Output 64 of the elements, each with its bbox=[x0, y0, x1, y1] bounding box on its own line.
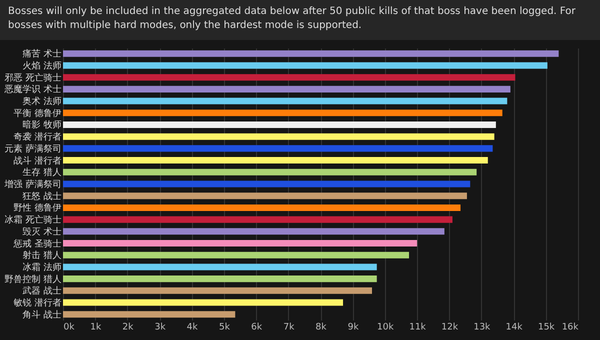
bar bbox=[63, 133, 494, 140]
x-tick-label: 11k bbox=[409, 322, 427, 332]
bar bbox=[63, 86, 510, 92]
x-tick-label: 16k bbox=[562, 322, 580, 332]
x-tick-label: 4k bbox=[186, 322, 198, 332]
y-tick-label: 射击 猎人 bbox=[22, 250, 62, 262]
y-tick-label: 野兽控制 猎人 bbox=[4, 274, 62, 285]
y-tick-label: 冰霜 法师 bbox=[22, 262, 62, 273]
x-tick-label: 14k bbox=[506, 322, 524, 332]
y-tick-label: 冰霜 死亡骑士 bbox=[4, 214, 62, 226]
y-tick-label: 角斗 战士 bbox=[22, 309, 62, 320]
y-tick-label: 狂怒 战士 bbox=[22, 190, 62, 202]
bar bbox=[63, 311, 236, 318]
x-tick-label: 9k bbox=[348, 322, 360, 332]
x-tick-label: 13k bbox=[474, 322, 492, 332]
x-tick-label: 5k bbox=[218, 322, 231, 332]
x-tick-label: 8k bbox=[316, 322, 328, 332]
bar bbox=[63, 216, 452, 223]
y-tick-label: 增强 萨满祭司 bbox=[4, 179, 62, 190]
bar bbox=[63, 264, 377, 270]
y-tick-label: 恶魔学识 术士 bbox=[4, 84, 62, 96]
bar bbox=[63, 157, 488, 164]
bar bbox=[63, 240, 418, 247]
y-tick-label: 毁灭 术士 bbox=[22, 226, 62, 238]
y-tick-label: 生存 猎人 bbox=[22, 167, 62, 178]
bar bbox=[63, 110, 502, 116]
x-tick-label: 3k bbox=[154, 322, 166, 332]
bar bbox=[63, 180, 470, 188]
y-tick-label: 痛苦 术士 bbox=[22, 48, 62, 60]
x-tick-label: 7k bbox=[283, 322, 296, 332]
x-tick-label: 0k bbox=[64, 322, 76, 332]
bar bbox=[63, 252, 410, 258]
bar bbox=[63, 62, 548, 69]
bar bbox=[63, 192, 467, 200]
bar bbox=[63, 287, 372, 294]
bar bbox=[63, 145, 493, 152]
y-tick-label: 元素 萨满祭司 bbox=[4, 143, 62, 154]
x-tick-label: 1k bbox=[90, 322, 102, 332]
bar bbox=[63, 299, 344, 306]
x-tick-label: 15k bbox=[538, 322, 556, 332]
bar bbox=[63, 204, 461, 211]
bar bbox=[63, 121, 496, 128]
x-tick-label: 12k bbox=[441, 322, 459, 332]
y-tick-label: 武器 战士 bbox=[22, 286, 62, 297]
bar bbox=[63, 228, 444, 235]
y-tick-label: 平衡 德鲁伊 bbox=[14, 108, 62, 119]
y-tick-label: 暗影 牧师 bbox=[22, 120, 62, 131]
y-tick-label: 火焰 法师 bbox=[22, 60, 62, 72]
bar bbox=[63, 50, 559, 57]
y-tick-label: 野性 德鲁伊 bbox=[14, 202, 62, 214]
text: Bosses will only be included in the aggregated data below after 50 public kills of that boss have been logged. For bosses with multiple hard modes, only the hardest mode is supported. bbox=[8, 5, 577, 33]
y-tick-label: 敏锐 潜行者 bbox=[14, 298, 62, 309]
bar bbox=[63, 98, 508, 104]
y-tick-label: 战斗 潜行者 bbox=[14, 155, 62, 166]
bar bbox=[63, 74, 516, 81]
bar bbox=[63, 168, 477, 176]
y-tick-label: 邪恶 死亡骑士 bbox=[4, 72, 62, 84]
x-tick-label: 6k bbox=[251, 322, 263, 332]
x-tick-label: 10k bbox=[377, 322, 394, 332]
bar bbox=[63, 276, 377, 282]
x-tick-label: 2k bbox=[122, 322, 134, 332]
y-tick-label: 奥术 法师 bbox=[22, 96, 62, 108]
y-tick-label: 奇袭 潜行者 bbox=[14, 132, 62, 143]
y-tick-label: 惩戒 圣骑士 bbox=[12, 238, 62, 250]
